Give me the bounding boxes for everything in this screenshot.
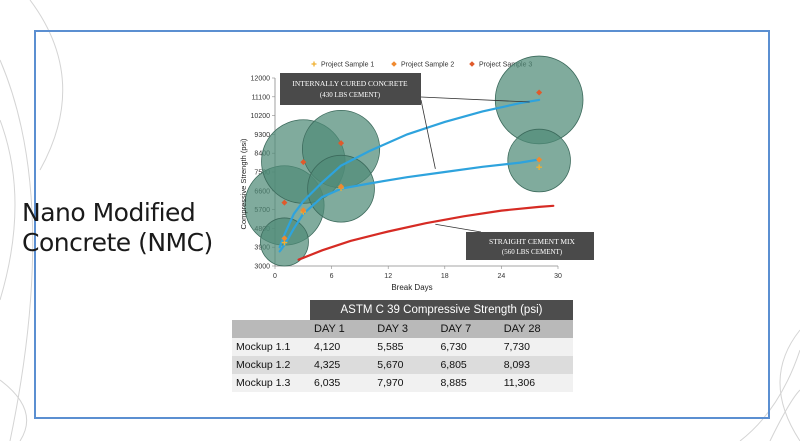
- y-tick-label: 10200: [251, 113, 271, 120]
- column-header: DAY 28: [499, 320, 573, 338]
- slide-frame: [34, 30, 770, 419]
- pointer-line: [420, 99, 436, 169]
- legend-label: Project Sample 3: [479, 62, 532, 69]
- table-cell: 5,670: [373, 356, 437, 374]
- table-cell: 8,885: [436, 374, 500, 392]
- data-point-diamond: [281, 199, 288, 206]
- legend-marker: [311, 61, 317, 67]
- x-tick-label: 12: [384, 273, 392, 280]
- bg-arc: [0, 119, 16, 301]
- data-point-diamond: [300, 159, 307, 166]
- x-axis-label: Break Days: [391, 283, 432, 292]
- annotation-line: (430 LBS CEMENT): [320, 91, 381, 99]
- x-tick-label: 30: [554, 273, 562, 280]
- pointer-line: [435, 223, 482, 233]
- bg-arc: [769, 389, 800, 441]
- row-label: Mockup 1.3: [232, 374, 310, 392]
- slide-title-line: Concrete (NMC): [22, 228, 213, 257]
- data-point-diamond: [536, 89, 543, 96]
- slide-title: Nano Modified Concrete (NMC): [22, 198, 222, 258]
- table-cell: 8,093: [499, 356, 573, 374]
- y-tick-label: 9300: [254, 132, 270, 139]
- x-tick-label: 24: [498, 273, 506, 280]
- bg-arc: [779, 329, 800, 441]
- table-header-row: DAY 1 DAY 3 DAY 7 DAY 28: [232, 320, 573, 338]
- table-cell: 7,730: [499, 338, 573, 356]
- chart-points: [281, 89, 543, 246]
- column-header: [232, 320, 310, 338]
- trend-curve: [297, 204, 555, 261]
- trend-curve: [278, 158, 541, 253]
- annotation-line: STRAIGHT CEMENT MIX: [489, 237, 576, 246]
- annotation-pointers: [420, 96, 530, 233]
- trend-curve: [278, 98, 541, 249]
- annotation-line: (560 LBS CEMENT): [502, 248, 563, 256]
- y-tick-label: 12000: [251, 76, 271, 83]
- table-row: Mockup 1.2 4,325 5,670 6,805 8,093: [232, 356, 573, 374]
- legend-marker: [391, 61, 397, 67]
- y-tick-label: 11100: [252, 94, 271, 101]
- x-tick-label: 18: [441, 273, 449, 280]
- column-header: DAY 3: [373, 320, 437, 338]
- chart-legend: Project Sample 1 Project Sample 2 Project …: [311, 61, 532, 69]
- annotation-box: [280, 73, 421, 105]
- annotation-box: [466, 232, 594, 260]
- table-cell: 6,805: [436, 356, 500, 374]
- bg-arc: [0, 379, 28, 441]
- pointer-line: [420, 96, 530, 103]
- x-tick-label: 0: [273, 273, 277, 280]
- table-title-row: ASTM C 39 Compressive Strength (psi): [232, 300, 573, 320]
- chart-curves: [278, 98, 555, 261]
- legend-label: Project Sample 1: [321, 62, 374, 69]
- column-header: DAY 1: [310, 320, 374, 338]
- x-tick-label: 6: [330, 273, 334, 280]
- data-point-diamond: [338, 140, 345, 147]
- table-cell: 6,035: [310, 374, 374, 392]
- slide-title-line: Nano Modified: [22, 198, 196, 227]
- data-point-diamond: [281, 235, 288, 242]
- bg-arc: [0, 59, 34, 441]
- table-cell: 6,730: [436, 338, 500, 356]
- table-cell: 5,585: [373, 338, 437, 356]
- y-tick-label: 3000: [254, 264, 270, 271]
- strength-chart: Project Sample 1 Project Sample 2 Project …: [239, 55, 594, 292]
- column-header: DAY 7: [436, 320, 500, 338]
- bg-arc: [29, 0, 64, 171]
- data-point-diamond: [536, 156, 543, 163]
- data-point-diamond: [338, 183, 345, 190]
- data-point-plus: [536, 164, 542, 170]
- table-cell: 4,325: [310, 356, 374, 374]
- strength-table: ASTM C 39 Compressive Strength (psi) DAY…: [232, 300, 573, 392]
- annotation-line: INTERNALLY CURED CONCRETE: [292, 79, 408, 88]
- table-row: Mockup 1.1 4,120 5,585 6,730 7,730: [232, 338, 573, 356]
- table-cell: 7,970: [373, 374, 437, 392]
- annotation-straight-cement: STRAIGHT CEMENT MIX (560 LBS CEMENT): [466, 232, 594, 260]
- table-title: ASTM C 39 Compressive Strength (psi): [310, 300, 573, 320]
- bg-arc: [739, 349, 800, 441]
- legend-label: Project Sample 2: [401, 62, 454, 69]
- table-corner: [232, 300, 310, 320]
- annotation-internally-cured: INTERNALLY CURED CONCRETE (430 LBS CEMEN…: [280, 73, 421, 105]
- table-cell: 4,120: [310, 338, 374, 356]
- table-row: Mockup 1.3 6,035 7,970 8,885 11,306: [232, 374, 573, 392]
- data-point-diamond: [300, 207, 307, 214]
- row-label: Mockup 1.2: [232, 356, 310, 374]
- y-axis-label: Compressive Strength (psi): [239, 138, 248, 229]
- legend-marker: [469, 61, 475, 67]
- row-label: Mockup 1.1: [232, 338, 310, 356]
- table-cell: 11,306: [499, 374, 573, 392]
